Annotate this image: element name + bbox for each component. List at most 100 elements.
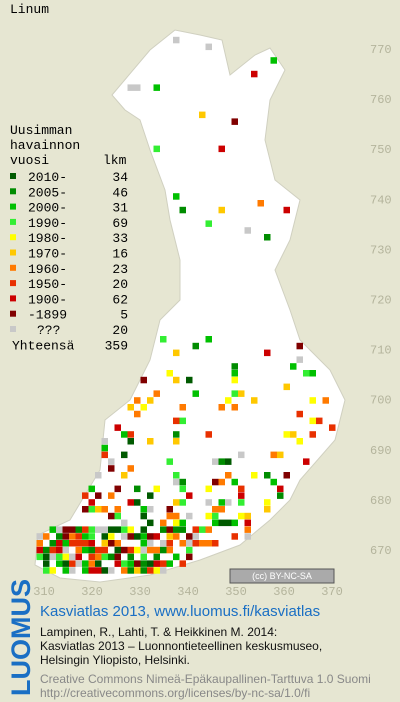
badge-text: (cc) BY-NC-SA: [252, 571, 312, 581]
legend-swatch: [10, 295, 16, 302]
observation-square: [56, 540, 63, 547]
grid-label-x: 360: [273, 585, 295, 599]
license-badge: (cc) BY-NC-SA: [229, 568, 335, 584]
observation-square: [88, 553, 95, 561]
legend-swatch: [10, 280, 16, 287]
legend-swatch: [10, 234, 16, 241]
observation-square: [69, 567, 76, 574]
observation-square: [173, 193, 180, 200]
observation-square: [251, 472, 258, 479]
legend-count: 31: [112, 201, 128, 216]
observation-square: [69, 553, 76, 561]
legend-count: 62: [112, 292, 128, 307]
observation-square: [69, 526, 76, 533]
observation-square: [166, 560, 173, 567]
observation-square: [56, 546, 63, 554]
legend-count: 46: [112, 185, 128, 200]
observation-square: [69, 533, 76, 540]
observation-square: [296, 342, 303, 350]
observation-square: [140, 404, 147, 411]
observation-square: [140, 376, 147, 384]
observation-square: [173, 349, 180, 357]
observation-square: [101, 567, 108, 574]
observation-square: [186, 492, 193, 499]
observation-square: [173, 376, 180, 384]
finland-outline: [34, 29, 346, 583]
observation-square: [75, 553, 82, 561]
observation-square: [121, 431, 128, 438]
observation-square: [147, 540, 154, 547]
grid-label-y: 730: [370, 243, 392, 257]
observation-square: [231, 390, 238, 397]
observation-square: [290, 363, 297, 370]
observation-square: [225, 519, 232, 527]
observation-square: [251, 397, 258, 404]
observation-square: [127, 84, 134, 91]
observation-square: [147, 567, 154, 574]
legend-label: 1980-: [28, 231, 67, 246]
legend-count: 20: [112, 277, 128, 292]
observation-square: [179, 478, 186, 486]
observation-square: [303, 458, 310, 465]
observation-square: [153, 145, 160, 153]
grid-label-y: 700: [370, 394, 392, 408]
grid-label-y: 690: [370, 444, 392, 458]
observation-square: [88, 485, 95, 493]
observation-square: [108, 533, 115, 540]
count-header: lkm: [103, 153, 127, 168]
observation-square: [212, 519, 219, 527]
observation-square: [88, 567, 95, 574]
legend-label: 2005-: [28, 185, 67, 200]
observation-square: [192, 342, 199, 350]
observation-square: [283, 206, 290, 214]
legend-count: 23: [112, 262, 128, 277]
observation-square: [218, 145, 225, 153]
observation-square: [82, 492, 89, 499]
observation-square: [173, 472, 180, 479]
observation-square: [309, 397, 316, 404]
observation-square: [95, 553, 102, 561]
observation-square: [56, 526, 63, 533]
license-line: http://creativecommons.org/licenses/by-n…: [40, 686, 310, 700]
legend-label: ???: [37, 323, 60, 338]
observation-square: [114, 540, 121, 547]
observation-square: [153, 485, 160, 493]
grid-label-y: 720: [370, 294, 392, 308]
observation-square: [244, 512, 251, 520]
observation-square: [173, 36, 180, 44]
observation-square: [225, 499, 232, 506]
observation-square: [95, 546, 102, 554]
observation-square: [199, 526, 206, 533]
observation-square: [147, 519, 154, 527]
observation-square: [329, 424, 336, 431]
observation-square: [101, 533, 108, 540]
observation-square: [179, 519, 186, 527]
observation-square: [160, 540, 167, 547]
grid-label-x: 320: [81, 585, 103, 599]
observation-square: [108, 567, 115, 574]
observation-square: [43, 533, 50, 540]
observation-square: [264, 506, 271, 513]
observation-square: [147, 438, 154, 445]
observation-square: [95, 506, 102, 513]
observation-square: [140, 567, 147, 574]
grid-label-y: 680: [370, 494, 392, 508]
observation-square: [140, 533, 147, 540]
observation-square: [101, 438, 108, 445]
grid-label-y: 710: [370, 344, 392, 358]
legend-label: 1950-: [28, 277, 67, 292]
observation-square: [173, 533, 180, 540]
observation-square: [49, 540, 56, 547]
observation-square: [218, 404, 225, 411]
observation-square: [62, 567, 69, 574]
observation-square: [225, 472, 232, 479]
legend-swatch: [10, 218, 16, 225]
observation-square: [147, 533, 154, 540]
observation-square: [36, 546, 43, 554]
legend-count: 33: [112, 231, 128, 246]
observation-square: [82, 546, 89, 554]
citation-line: Helsingin Yliopisto, Helsinki.: [40, 653, 190, 667]
observation-square: [88, 546, 95, 554]
observation-square: [153, 390, 160, 397]
observation-square: [166, 533, 173, 540]
